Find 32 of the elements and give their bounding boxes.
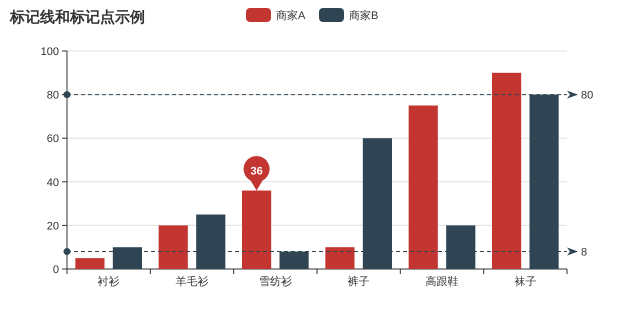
x-tick-label: 裤子 [348,275,370,288]
bar [158,225,188,269]
ref-line-label: 80 [581,90,594,102]
x-tick-label: 袜子 [514,275,536,288]
bar [446,225,476,269]
x-tick-label: 衬衫 [98,275,120,288]
annotation: 36 [250,166,263,178]
y-tick-label: 80 [46,90,59,102]
y-tick-label: 60 [46,133,59,146]
bar [362,138,392,269]
x-tick-label: 羊毛衫 [176,275,208,288]
bar [280,252,309,269]
legend-label: 商家B [349,9,378,22]
x-tick-label: 雪纺衫 [258,275,292,288]
bar [196,214,226,269]
bar [492,72,522,269]
ref-line-label: 8 [581,246,588,259]
bar [75,258,104,269]
annotation-pin: 36 [244,156,270,191]
chart-title: 标记线和标记点示例 [9,9,145,26]
y-tick-label: 40 [46,176,59,189]
bar [530,94,559,269]
bar [408,106,438,269]
ref-line: 8 [64,246,588,259]
bar [112,247,142,269]
legend-label: 商家A [276,9,306,22]
y-tick-label: 20 [46,220,59,232]
x-tick-label: 高跟鞋 [426,275,458,288]
y-tick-label: 100 [40,46,59,58]
bar [325,247,354,269]
ref-line: 80 [64,90,594,102]
y-tick-label: 0 [52,264,59,276]
